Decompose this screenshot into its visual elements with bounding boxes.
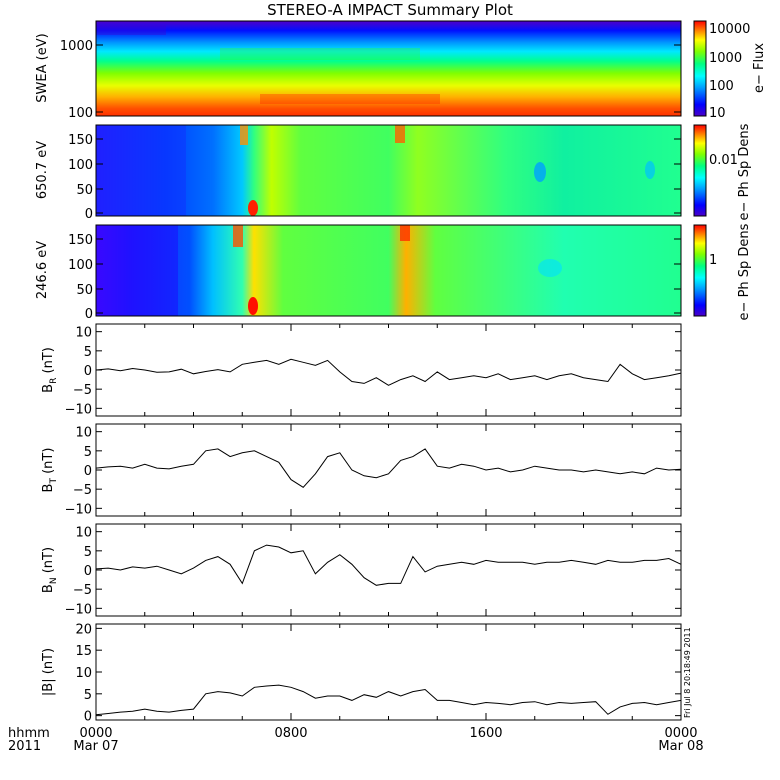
bn-ytick-label: 10 xyxy=(75,526,92,541)
magnetic-field-panels: 10 5 0 −5 −10 BR (nT) 10 5 0 −5 −10 BT (nT) 10 5 0 −5 −1… xyxy=(41,323,682,725)
bn-ytick-label: 0 xyxy=(84,564,92,579)
time-date-label: Mar 08 xyxy=(658,739,703,754)
pad-246-ytick: 50 xyxy=(76,283,93,298)
time-date-label: Mar 07 xyxy=(73,739,118,754)
pad-650-ytick: 0 xyxy=(85,207,93,222)
swea-ytick: 100 xyxy=(68,106,93,121)
pad-650-ytick: 100 xyxy=(68,158,93,173)
br-panel: 10 5 0 −5 −10 BR (nT) xyxy=(41,323,682,417)
bmag-ytick-label: 10 xyxy=(75,666,92,681)
br-ytick-label: −5 xyxy=(73,383,92,398)
bt-ytick-label: 10 xyxy=(75,426,92,441)
br-ylabel: BR (nT) xyxy=(41,347,59,393)
time-format-label: hhmm xyxy=(8,726,50,741)
pad-246-heatmap xyxy=(96,225,681,316)
swea-colorbar: 10000 1000 100 10 e− Flux xyxy=(693,20,767,121)
bt-ytick-label: 0 xyxy=(84,464,92,479)
bn-frame xyxy=(95,523,682,617)
pad-650-ylabel: 650.7 eV xyxy=(35,141,50,199)
bn-ylabel: BN (nT) xyxy=(41,547,59,593)
swea-cbar-tick: 10 xyxy=(709,106,726,121)
pad-246-ytick: 100 xyxy=(68,258,93,273)
time-axis: 0000 0800 1600 0000 Mar 07 Mar 08 hhmm 2… xyxy=(8,726,704,754)
pad-650-cbar-label: e− Ph Sp Dens xyxy=(737,123,752,220)
pad-246-frame xyxy=(95,224,682,317)
swea-cbar-label: e− Flux xyxy=(752,43,767,93)
bmag-ytick-label: 20 xyxy=(75,622,92,637)
bt-ytick-label: 5 xyxy=(84,445,92,460)
swea-cbar-tick: 10000 xyxy=(709,22,750,37)
br-ytick-label: 5 xyxy=(84,345,92,360)
bmag-ytick-label: 15 xyxy=(75,644,92,659)
bmag-series-line xyxy=(95,684,682,716)
bn-ytick-label: −5 xyxy=(73,583,92,598)
pad-246-cbar-label: e− Ph Sp Dens xyxy=(737,223,752,320)
bmag-frame xyxy=(95,623,682,721)
pad-650-frame xyxy=(95,124,682,217)
bt-ytick-label: −5 xyxy=(73,483,92,498)
br-ytick-label: 10 xyxy=(75,326,92,341)
pad-246-cbar-tick: 1 xyxy=(709,253,717,268)
pad-650-cbar-tick: 0.01 xyxy=(709,153,738,168)
pad-650-colorbar: 0.01 e− Ph Sp Dens xyxy=(693,123,752,220)
bn-panel: 10 5 0 −5 −10 BN (nT) xyxy=(41,523,682,617)
bmag-ytick-label: 0 xyxy=(84,710,92,725)
pad-246-ylabel: 246.6 eV xyxy=(35,241,50,299)
bt-ylabel: BT (nT) xyxy=(41,448,59,493)
pad-246-colorbar: 1 e− Ph Sp Dens xyxy=(693,223,752,320)
pad-650-spectrogram: 150 100 50 0 650.7 eV 0.01 e− Ph Sp Dens xyxy=(35,123,752,222)
br-series-line xyxy=(95,358,682,386)
bn-ytick-label: −10 xyxy=(65,602,92,617)
year-label: 2011 xyxy=(8,739,41,754)
bmag-ylabel: |B| (nT) xyxy=(41,648,56,696)
time-tick-label: 0000 xyxy=(79,726,112,741)
pad-246-yaxis: 150 100 50 0 246.6 eV xyxy=(35,233,681,322)
bn-ytick-label: 5 xyxy=(84,545,92,560)
swea-cbar-tick: 100 xyxy=(709,79,734,94)
swea-ytick: 1000 xyxy=(60,39,93,54)
timestamp: Fri Jul 8 20:18:49 2011 xyxy=(683,627,692,718)
swea-cbar-tick: 1000 xyxy=(709,51,742,66)
bmag-panel: 20 15 10 5 0 |B| (nT) xyxy=(41,622,682,725)
swea-spectrogram: 1000 100 SWEA (eV) 10000 1000 100 10 e− … xyxy=(35,20,767,121)
time-tick-label: 1600 xyxy=(469,726,502,741)
bt-series-line xyxy=(95,448,682,488)
pad-246-ytick: 150 xyxy=(68,233,93,248)
time-tick-label: 0800 xyxy=(274,726,307,741)
bn-series-line xyxy=(95,544,682,586)
br-ytick-label: −10 xyxy=(65,402,92,417)
bt-ytick-label: −10 xyxy=(65,502,92,517)
pad-246-ytick: 0 xyxy=(85,307,93,322)
pad-246-spectrogram: 150 100 50 0 246.6 eV 1 e− Ph Sp Dens xyxy=(35,223,752,322)
swea-yaxis: 1000 100 SWEA (eV) xyxy=(35,33,681,121)
pad-650-ytick: 150 xyxy=(68,133,93,148)
pad-650-heatmap xyxy=(96,125,681,216)
swea-frame xyxy=(95,20,682,117)
swea-ylabel: SWEA (eV) xyxy=(35,33,50,102)
time-tick-label: 0000 xyxy=(664,726,697,741)
bt-panel: 10 5 0 −5 −10 BT (nT) xyxy=(41,423,682,517)
swea-heatmap xyxy=(96,21,681,116)
pad-650-ytick: 50 xyxy=(76,183,93,198)
br-ytick-label: 0 xyxy=(84,364,92,379)
bmag-ytick-label: 5 xyxy=(84,688,92,703)
plot-title: STEREO-A IMPACT Summary Plot xyxy=(267,1,513,19)
pad-650-yaxis: 150 100 50 0 650.7 eV xyxy=(35,133,681,222)
